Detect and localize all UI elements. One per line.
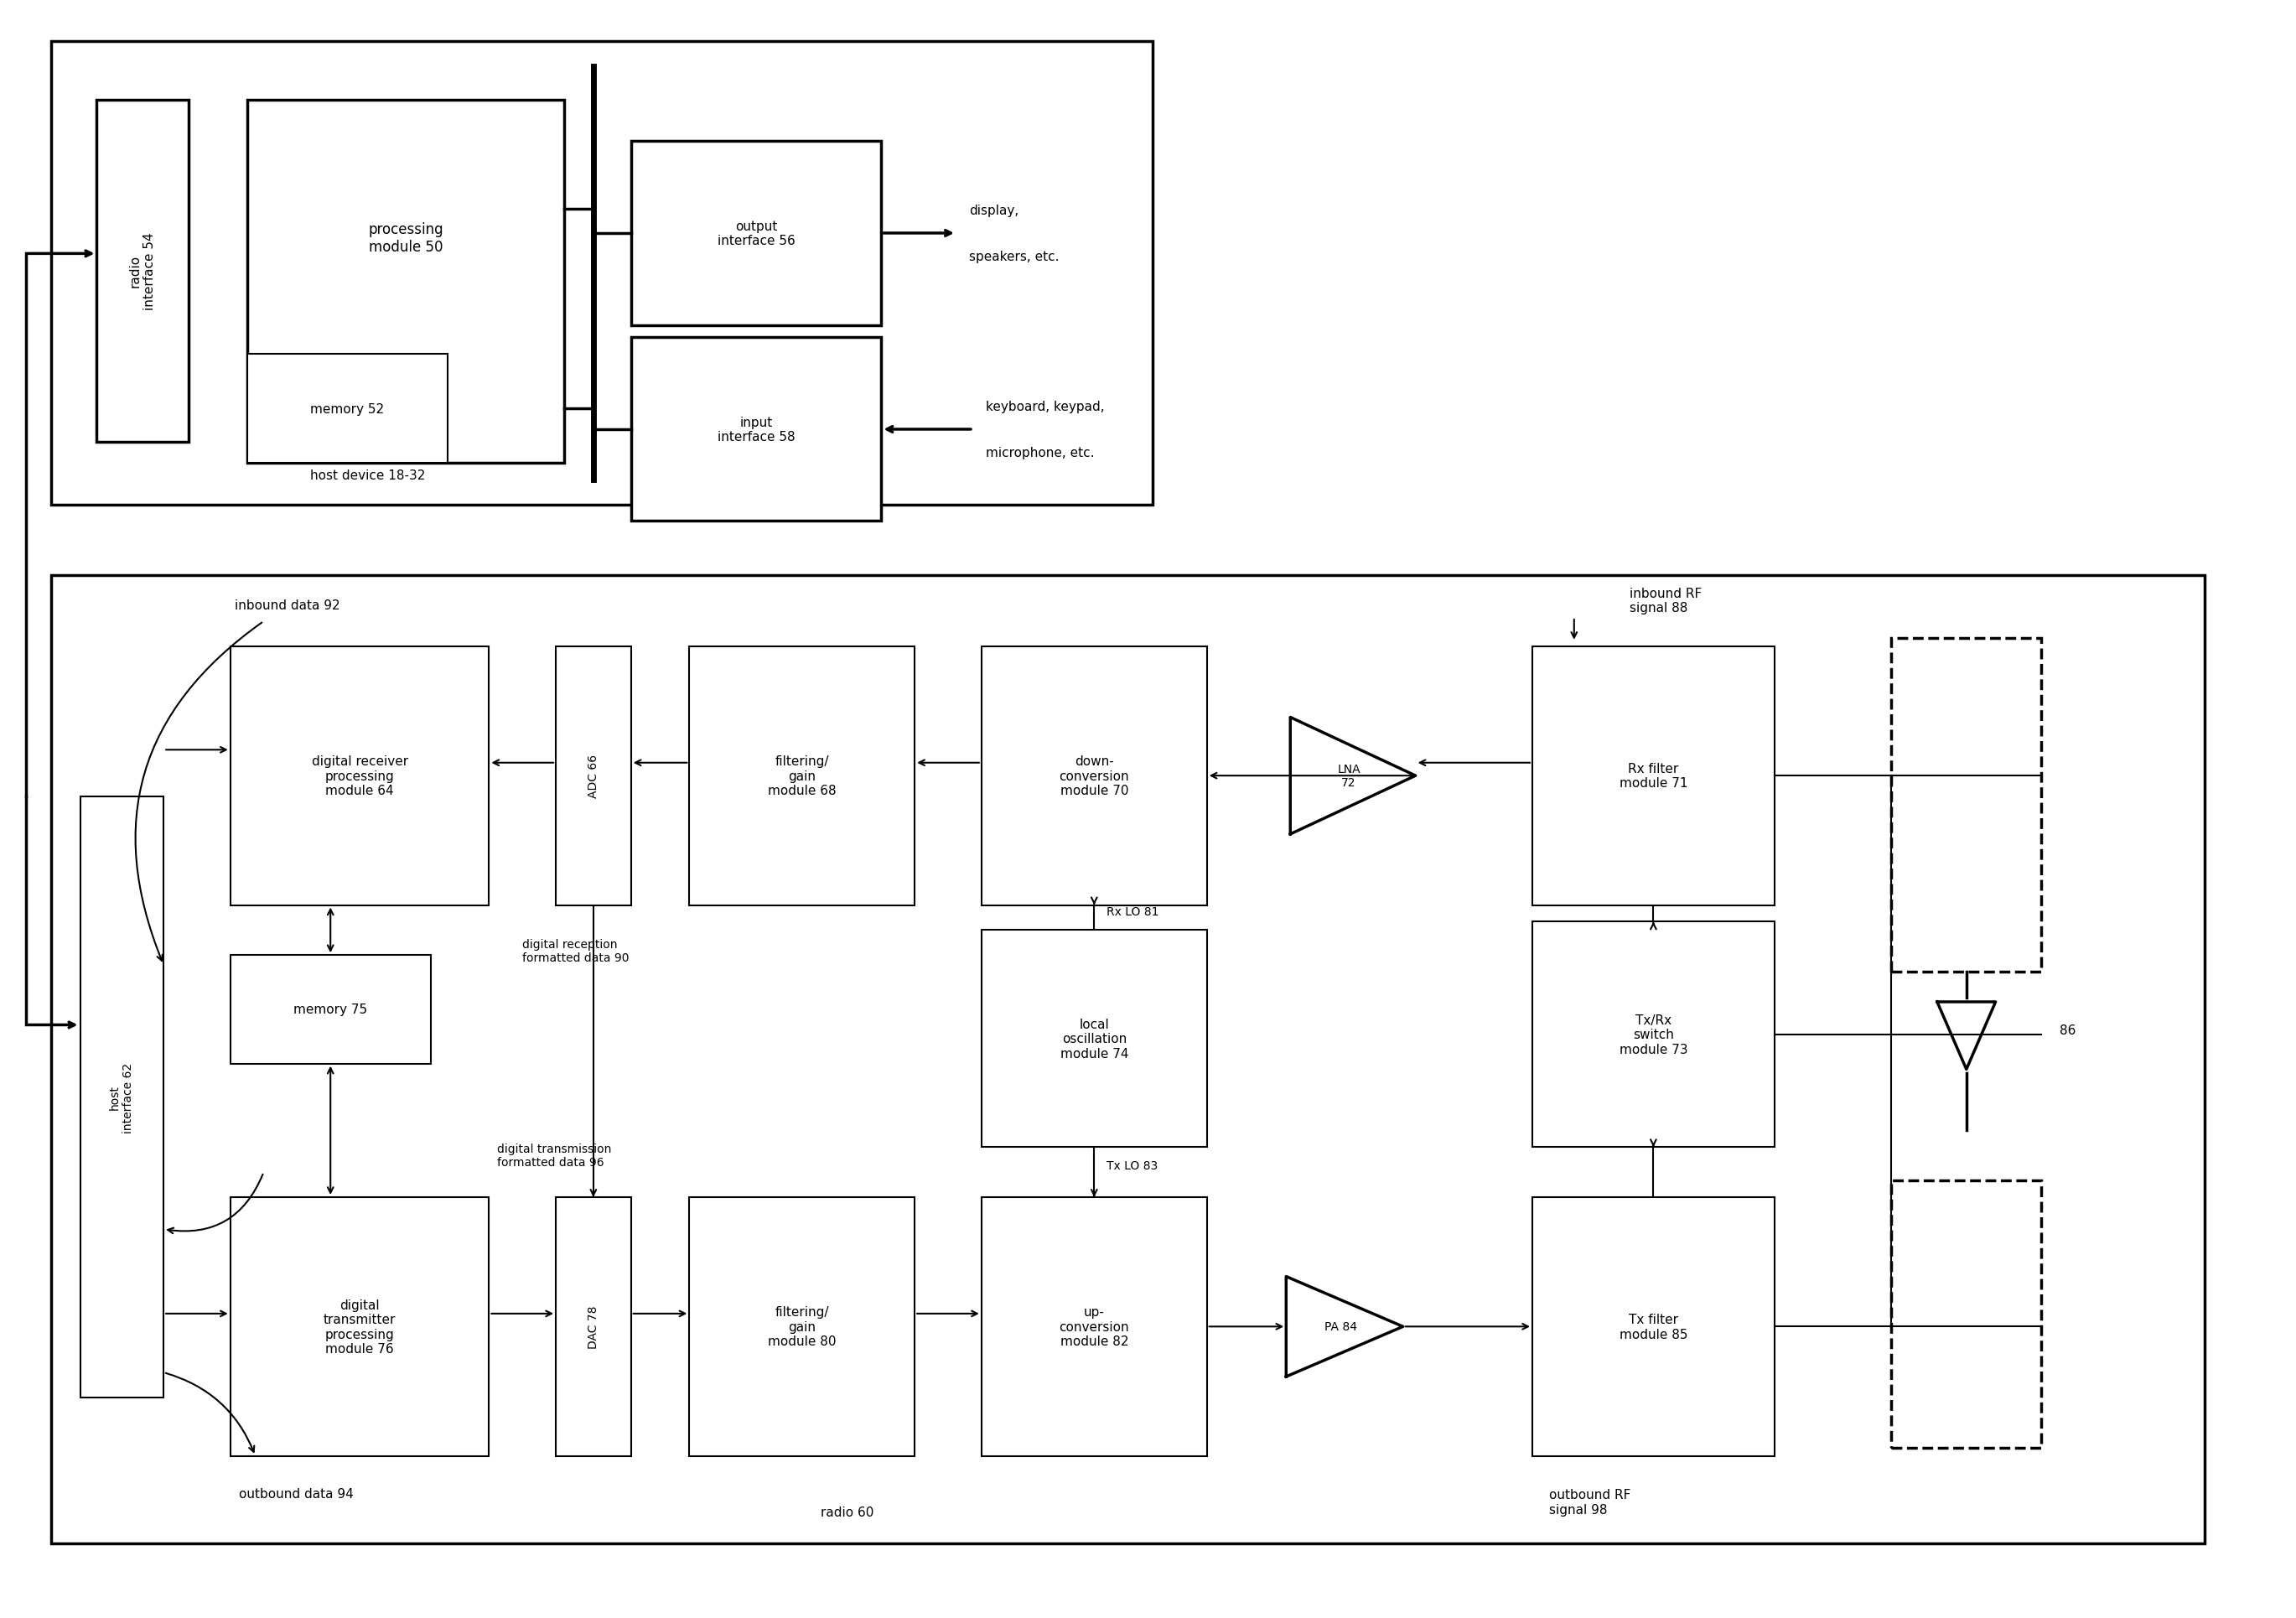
Text: outbound RF
signal 98: outbound RF signal 98 (1550, 1489, 1630, 1516)
Polygon shape (1938, 1002, 1995, 1069)
Text: memory 52: memory 52 (310, 403, 383, 416)
Text: ADC 66: ADC 66 (588, 754, 599, 798)
FancyBboxPatch shape (980, 1197, 1208, 1456)
Text: up-
conversion
module 82: up- conversion module 82 (1058, 1306, 1130, 1348)
FancyBboxPatch shape (51, 42, 1153, 505)
FancyBboxPatch shape (689, 647, 914, 906)
FancyBboxPatch shape (980, 930, 1208, 1147)
FancyBboxPatch shape (1892, 639, 2041, 972)
FancyBboxPatch shape (631, 338, 882, 521)
FancyBboxPatch shape (230, 955, 432, 1065)
Text: display,: display, (969, 204, 1019, 217)
Text: host device 18-32: host device 18-32 (310, 469, 425, 482)
Polygon shape (1286, 1277, 1403, 1377)
FancyBboxPatch shape (230, 1197, 489, 1456)
Text: 86: 86 (2060, 1024, 2076, 1037)
FancyBboxPatch shape (248, 354, 448, 463)
FancyBboxPatch shape (248, 100, 565, 463)
Text: Rx filter
module 71: Rx filter module 71 (1619, 762, 1688, 790)
Text: filtering/
gain
module 80: filtering/ gain module 80 (767, 1306, 836, 1348)
Text: input
interface 58: input interface 58 (716, 416, 794, 443)
Text: outbound data 94: outbound data 94 (239, 1487, 354, 1500)
Text: radio
interface 54: radio interface 54 (129, 233, 156, 311)
FancyBboxPatch shape (556, 1197, 631, 1456)
FancyBboxPatch shape (1531, 922, 1775, 1147)
Text: inbound data 92: inbound data 92 (234, 599, 340, 612)
Text: local
oscillation
module 74: local oscillation module 74 (1061, 1018, 1127, 1060)
Text: Tx filter
module 85: Tx filter module 85 (1619, 1314, 1688, 1340)
Text: radio 60: radio 60 (822, 1506, 875, 1518)
Text: digital reception
formatted data 90: digital reception formatted data 90 (523, 938, 629, 964)
Text: Rx LO 81: Rx LO 81 (1107, 906, 1159, 917)
Text: digital receiver
processing
module 64: digital receiver processing module 64 (312, 756, 409, 798)
Text: digital transmission
formatted data 96: digital transmission formatted data 96 (498, 1142, 611, 1168)
Text: PA 84: PA 84 (1325, 1320, 1357, 1333)
Text: Tx/Rx
switch
module 73: Tx/Rx switch module 73 (1619, 1014, 1688, 1055)
Text: host
interface 62: host interface 62 (110, 1061, 135, 1133)
Text: output
interface 56: output interface 56 (716, 220, 794, 248)
Text: DAC 78: DAC 78 (588, 1306, 599, 1348)
FancyBboxPatch shape (556, 647, 631, 906)
Text: digital
transmitter
processing
module 76: digital transmitter processing module 76 (324, 1299, 395, 1354)
FancyBboxPatch shape (1892, 1181, 2041, 1448)
Text: keyboard, keypad,: keyboard, keypad, (985, 400, 1104, 413)
Text: filtering/
gain
module 68: filtering/ gain module 68 (767, 756, 836, 798)
Text: LNA
72: LNA 72 (1336, 764, 1359, 788)
FancyBboxPatch shape (51, 576, 2204, 1544)
FancyBboxPatch shape (1531, 647, 1775, 906)
Polygon shape (1290, 718, 1417, 835)
Text: speakers, etc.: speakers, etc. (969, 251, 1058, 264)
Text: down-
conversion
module 70: down- conversion module 70 (1058, 756, 1130, 798)
Text: memory 75: memory 75 (294, 1003, 367, 1016)
Text: inbound RF
signal 88: inbound RF signal 88 (1630, 587, 1701, 615)
FancyBboxPatch shape (631, 142, 882, 325)
FancyBboxPatch shape (980, 647, 1208, 906)
FancyBboxPatch shape (230, 647, 489, 906)
FancyBboxPatch shape (96, 100, 188, 442)
FancyBboxPatch shape (80, 798, 163, 1398)
Text: microphone, etc.: microphone, etc. (985, 447, 1095, 460)
Text: processing
module 50: processing module 50 (367, 222, 443, 254)
FancyBboxPatch shape (689, 1197, 914, 1456)
Text: Tx LO 83: Tx LO 83 (1107, 1160, 1157, 1171)
FancyBboxPatch shape (1531, 1197, 1775, 1456)
